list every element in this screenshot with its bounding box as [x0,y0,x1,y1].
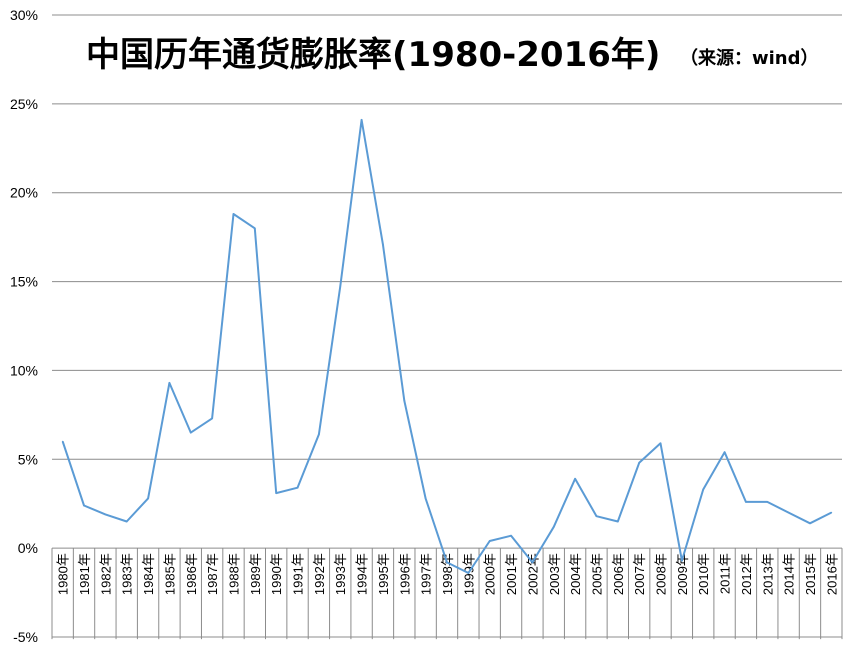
series-layer [61,118,833,574]
x-tick-label: 1995年 [376,553,391,595]
x-tick-label: 2010年 [696,553,711,595]
x-tick-label: 1996年 [397,553,412,595]
x-tick-label: 2014年 [782,553,797,595]
x-tick-label: 1993年 [333,553,348,595]
data-point [168,382,171,384]
y-tick-label: 15% [10,274,38,290]
x-tick-label: 1988年 [226,553,241,595]
data-point [275,492,277,494]
data-point [232,213,235,215]
x-axis-ticks: 1980年 1981年 1982年 1983年 1984年 1985年 1986年 1987年… [56,553,840,595]
data-point [83,504,85,507]
x-tick-label: 1994年 [355,553,370,595]
x-tick-label: 2009年 [675,553,690,595]
gridlines [52,14,842,638]
chart-subtitle: （来源：wind） [680,47,819,69]
y-tick-label: 0% [18,540,38,556]
x-tick-label: 2004年 [568,553,583,595]
data-point [61,440,64,443]
x-tick-label: 1987年 [205,553,220,595]
x-tick-label: 1991年 [291,553,306,595]
x-tick-label: 1997年 [419,553,434,595]
x-tick-label: 2015年 [803,553,818,595]
x-tick-label: 1983年 [120,553,135,595]
data-point [745,501,747,503]
data-point [125,520,128,523]
data-point [766,501,769,503]
data-point [104,513,107,516]
y-tick-label: 25% [10,96,38,112]
data-point [510,534,512,537]
data-point [681,559,683,562]
data-point [446,561,448,564]
chart-title: 中国历年通货膨胀率(1980-2016年) [86,35,660,75]
data-point [360,119,363,121]
x-tick-label: 2002年 [525,553,540,595]
data-point [702,488,705,491]
data-point [296,486,299,489]
data-point [211,417,213,420]
x-tick-label: 2008年 [654,553,669,595]
data-point [617,520,619,523]
data-point [809,522,811,525]
y-tick-label: 30% [10,7,38,23]
data-point [424,497,427,500]
data-point [254,227,256,230]
x-tick-label: 1982年 [98,553,113,595]
data-point [339,286,342,288]
data-point [531,561,534,564]
x-tick-label: 1986年 [184,553,199,595]
x-tick-label: 1998年 [440,553,455,595]
data-point [488,540,491,542]
x-tick-label: 2013年 [760,553,775,595]
data-point [147,497,149,500]
x-tick-label: 1980年 [56,553,71,595]
x-tick-label: 2005年 [589,553,604,595]
data-point [638,462,640,464]
x-tick-label: 2011年 [718,553,733,594]
x-tick-label: 2006年 [611,553,626,595]
x-tick-label: 1999年 [461,553,476,595]
y-tick-label: -5% [13,629,38,645]
data-point [574,478,576,480]
y-tick-label: 5% [18,451,38,467]
x-tick-label: 1989年 [248,553,263,595]
data-point [403,399,406,402]
data-point [830,511,833,514]
data-point [467,572,470,574]
data-point [659,442,662,445]
data-point [723,451,726,453]
x-tick-label: 2012年 [739,553,754,595]
x-tick-label: 1990年 [269,553,284,595]
data-point [382,243,384,246]
x-tick-label: 1992年 [312,553,327,595]
x-tick-label: 2000年 [483,553,498,595]
series-line [61,118,832,574]
x-tick-label: 1984年 [141,553,156,595]
data-point [189,431,192,434]
x-tick-label: 1981年 [77,553,92,595]
x-axis [51,547,843,640]
x-tick-label: 2007年 [632,553,647,595]
data-point [595,515,598,517]
x-tick-label: 2001年 [504,553,519,595]
x-tick-label: 2003年 [547,553,562,595]
x-tick-label: 2016年 [824,553,839,595]
x-tick-label: 1985年 [162,553,177,595]
y-axis-ticks: 30% 25% 20% 15% 10% 5% 0% -5% [10,7,38,645]
data-point [318,433,320,436]
data-point [787,511,790,514]
y-tick-label: 20% [10,185,38,201]
y-tick-label: 10% [10,362,38,378]
data-point [552,526,555,528]
